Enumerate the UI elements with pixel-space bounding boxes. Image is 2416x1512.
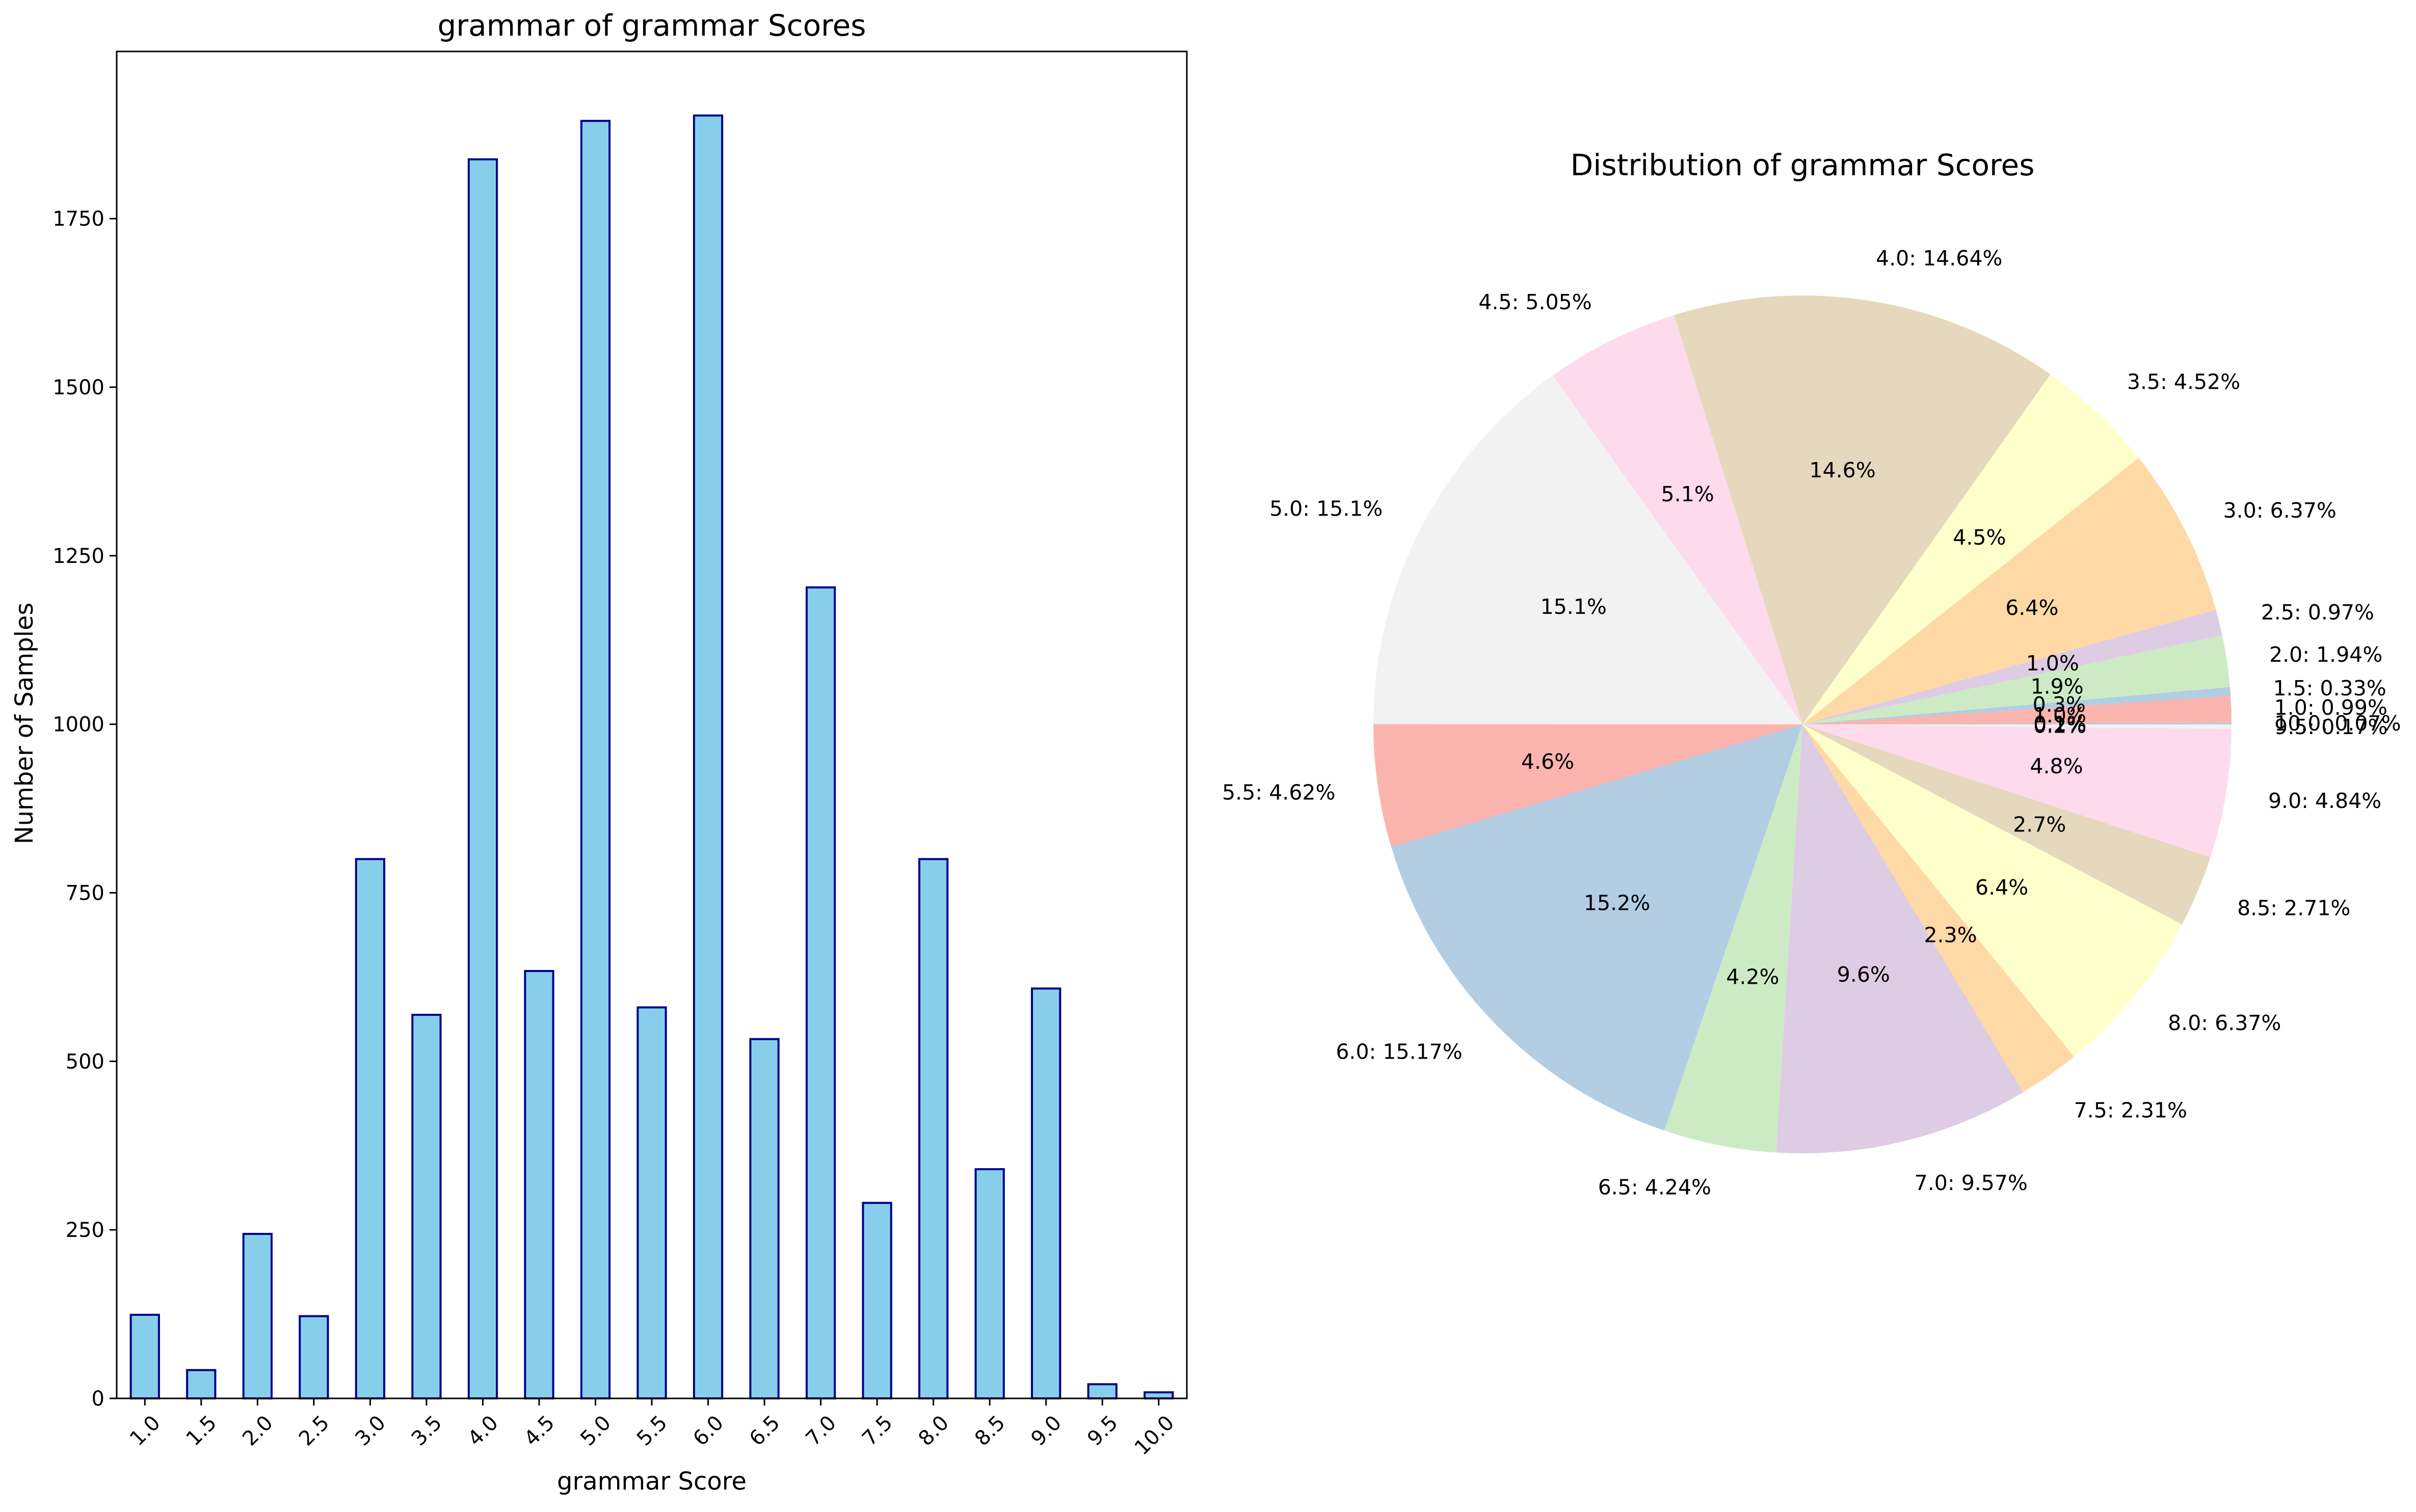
bar-2.5 bbox=[299, 1315, 329, 1399]
pie-slice-percent: 0.2% bbox=[2033, 714, 2086, 738]
pie-slice-label: 6.0: 15.17% bbox=[1336, 1039, 1462, 1064]
bar-1.5 bbox=[186, 1369, 217, 1399]
y-tick-label: 1250 bbox=[52, 545, 104, 568]
pie-slice-label: 7.5: 2.31% bbox=[2074, 1098, 2187, 1123]
pie-slice-label: 6.5: 4.24% bbox=[1598, 1175, 1711, 1200]
pie-slice-percent: 0.1% bbox=[2033, 712, 2086, 736]
pie-slice bbox=[1373, 375, 1802, 724]
bar-8.5 bbox=[974, 1168, 1005, 1399]
pie-slice-percent: 2.3% bbox=[1924, 923, 1977, 947]
bar-1.0 bbox=[129, 1313, 160, 1400]
pie-slice bbox=[1802, 695, 2232, 724]
y-tick-label: 750 bbox=[66, 882, 104, 905]
bar-4.5 bbox=[524, 970, 554, 1400]
pie-slice bbox=[1664, 724, 1802, 1153]
y-tick-label: 500 bbox=[66, 1050, 104, 1073]
pie-slice-percent: 4.5% bbox=[1953, 525, 2006, 550]
pie-slice bbox=[1776, 724, 2024, 1153]
pie-slice-label: 1.5: 0.33% bbox=[2273, 676, 2386, 700]
bar-3.0 bbox=[355, 858, 385, 1399]
pie-slice bbox=[1674, 295, 2051, 724]
pie-slice-percent: 15.2% bbox=[1584, 890, 1650, 915]
pie-slice bbox=[1802, 724, 2232, 729]
y-tick-label: 250 bbox=[66, 1219, 104, 1242]
pie-slice-label: 10.0: 0.07% bbox=[2274, 711, 2401, 736]
bar-2.0 bbox=[242, 1233, 273, 1400]
bar-10.0 bbox=[1144, 1391, 1174, 1399]
pie-slice-percent: 1.0% bbox=[2033, 703, 2086, 727]
bar-6.0 bbox=[693, 114, 724, 1399]
bar-6.5 bbox=[749, 1038, 780, 1400]
pie-slice bbox=[1802, 610, 2222, 724]
pie-slice-label: 9.5: 0.17% bbox=[2274, 715, 2387, 739]
pie-slice-label: 5.0: 15.1% bbox=[1269, 496, 1383, 521]
pie-slice-label: 8.0: 6.37% bbox=[2168, 1011, 2281, 1035]
pie-slice-percent: 6.4% bbox=[1975, 875, 2028, 900]
y-tick-label: 1750 bbox=[52, 207, 104, 231]
pie-slice-label: 9.0: 4.84% bbox=[2268, 789, 2381, 813]
pie-slice bbox=[1373, 724, 1802, 847]
bar-3.5 bbox=[411, 1014, 442, 1399]
pie-chart-title: Distribution of grammar Scores bbox=[1571, 148, 2035, 182]
bar-8.0 bbox=[918, 858, 949, 1399]
pie-slice bbox=[1802, 724, 2182, 1057]
bar-7.0 bbox=[805, 586, 836, 1399]
bar-5.0 bbox=[580, 120, 611, 1400]
pie-slice-percent: 14.6% bbox=[1809, 458, 1875, 482]
pie-slice bbox=[1552, 315, 1802, 724]
pie-slice-label: 4.5: 5.05% bbox=[1478, 290, 1591, 314]
pie-slice bbox=[1391, 724, 1802, 1131]
pie-slice bbox=[1802, 722, 2232, 724]
bar-7.5 bbox=[862, 1202, 892, 1400]
pie-slice-label: 3.5: 4.52% bbox=[2127, 370, 2240, 394]
bar-9.5 bbox=[1087, 1383, 1118, 1399]
pie-slice-percent: 0.3% bbox=[2033, 692, 2086, 717]
pie-slice-percent: 9.6% bbox=[1837, 962, 1890, 987]
pie-slice-label: 3.0: 6.37% bbox=[2223, 498, 2337, 523]
bar-9.0 bbox=[1031, 987, 1061, 1399]
pie-slice-percent: 4.2% bbox=[1726, 965, 1779, 989]
pie-slice bbox=[1802, 687, 2231, 724]
pie-slice-label: 5.5: 4.62% bbox=[1222, 780, 1335, 804]
pie-slice bbox=[1802, 457, 2216, 724]
pie-slice-label: 2.5: 0.97% bbox=[2261, 600, 2374, 625]
bar-x-axis-label: grammar Score bbox=[557, 1467, 747, 1496]
bar-5.5 bbox=[636, 1006, 667, 1399]
y-tick-label: 0 bbox=[92, 1387, 104, 1411]
pie-slice bbox=[1802, 724, 2211, 925]
pie-slice-percent: 15.1% bbox=[1541, 595, 1607, 619]
pie-slice-label: 1.0: 0.99% bbox=[2274, 695, 2387, 720]
bar-axes-frame bbox=[116, 50, 1188, 1399]
pie-slice-percent: 4.8% bbox=[2030, 754, 2083, 778]
bar-y-axis-label: Number of Samples bbox=[10, 603, 39, 845]
pie-slice-label: 8.5: 2.71% bbox=[2237, 896, 2350, 921]
pie-chart: Distribution of grammar Scores 0.1%1.0%0… bbox=[1222, 148, 2401, 1200]
pie-slice-label: 2.0: 1.94% bbox=[2269, 642, 2382, 667]
pie-slice-percent: 6.4% bbox=[2005, 596, 2058, 620]
pie-slice bbox=[1802, 635, 2230, 724]
pie-slice bbox=[1802, 724, 2232, 857]
pie-slice-percent: 2.7% bbox=[2013, 813, 2066, 837]
y-tick-label: 1000 bbox=[52, 713, 104, 737]
pie-slice bbox=[1802, 374, 2139, 724]
pie-slice-label: 4.0: 14.64% bbox=[1876, 246, 2002, 271]
bar-4.0 bbox=[467, 158, 498, 1400]
pie-slice-label: 7.0: 9.57% bbox=[1915, 1171, 2028, 1195]
pie-slice-percent: 4.6% bbox=[1521, 749, 1574, 774]
pie-slice-percent: 1.0% bbox=[2026, 651, 2079, 676]
y-tick-label: 1500 bbox=[52, 376, 104, 399]
pie-slice-percent: 1.9% bbox=[2031, 674, 2084, 698]
pie-slice-percent: 5.1% bbox=[1661, 482, 1714, 506]
bar-chart-title: grammar of grammar Scores bbox=[437, 8, 866, 43]
pie-slice bbox=[1802, 724, 2074, 1093]
bar-chart: grammar of grammar Scores grammar Score … bbox=[10, 8, 1188, 1496]
